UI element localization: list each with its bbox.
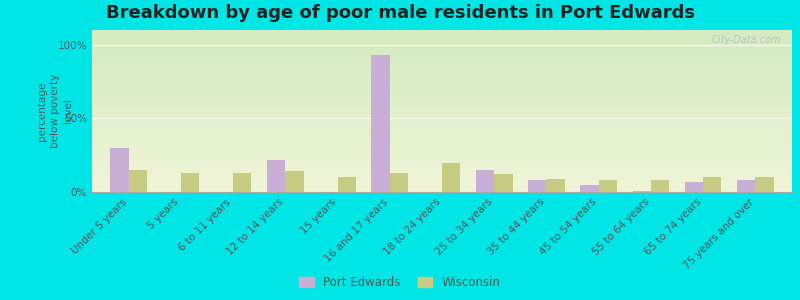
Bar bbox=[181, 173, 199, 192]
Bar bbox=[442, 163, 460, 192]
Bar bbox=[685, 182, 703, 192]
Bar bbox=[737, 180, 755, 192]
Bar bbox=[755, 177, 774, 192]
Bar bbox=[581, 184, 598, 192]
Text: Breakdown by age of poor male residents in Port Edwards: Breakdown by age of poor male residents … bbox=[106, 4, 694, 22]
Bar bbox=[286, 171, 303, 192]
Bar bbox=[476, 170, 494, 192]
Bar bbox=[390, 173, 408, 192]
Y-axis label: percentage
below poverty
level: percentage below poverty level bbox=[37, 74, 73, 148]
Bar bbox=[633, 190, 651, 192]
Bar bbox=[110, 148, 129, 192]
Bar bbox=[129, 170, 147, 192]
Text: City-Data.com: City-Data.com bbox=[712, 35, 782, 45]
Bar bbox=[546, 179, 565, 192]
Bar bbox=[233, 173, 251, 192]
Bar bbox=[528, 180, 546, 192]
Bar bbox=[703, 177, 722, 192]
Bar bbox=[494, 174, 513, 192]
Bar bbox=[598, 180, 617, 192]
Bar bbox=[338, 177, 356, 192]
Legend: Port Edwards, Wisconsin: Port Edwards, Wisconsin bbox=[294, 272, 506, 294]
Bar bbox=[651, 180, 670, 192]
Bar bbox=[371, 55, 390, 192]
Bar bbox=[267, 160, 286, 192]
